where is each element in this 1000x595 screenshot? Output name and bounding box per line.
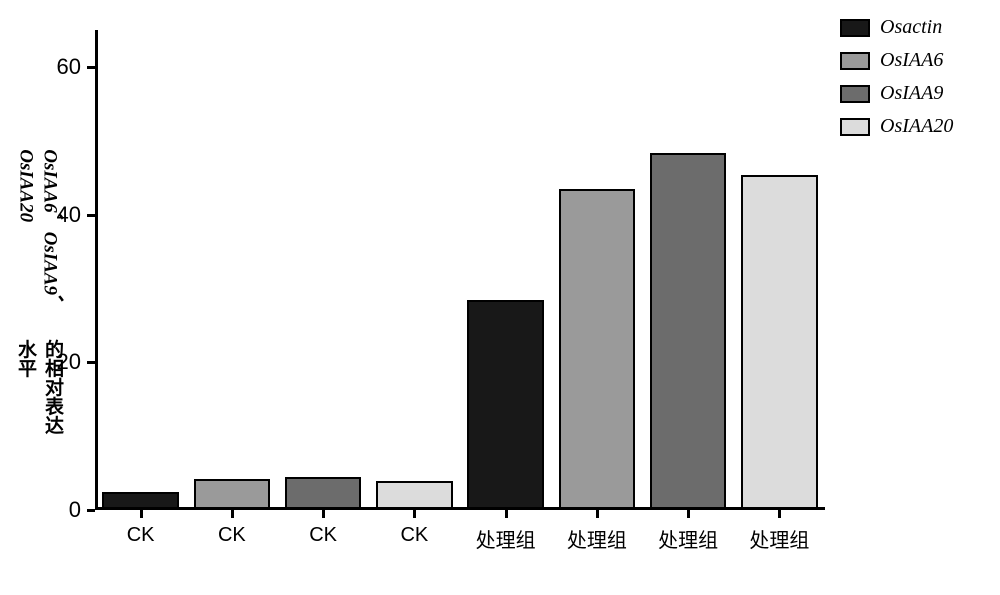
bar	[285, 477, 362, 507]
x-tick	[322, 510, 325, 518]
y-tick	[87, 361, 95, 364]
x-tick	[413, 510, 416, 518]
y-tick	[87, 509, 95, 512]
y-axis-title-text: 的相对表达水平	[12, 339, 66, 446]
y-tick	[87, 214, 95, 217]
x-tick-label: 处理组	[567, 524, 627, 553]
y-axis-title-genes: OsIAA6、OsIAA9、OsIAA20	[15, 149, 64, 340]
legend-item: OsIAA9	[840, 82, 953, 105]
legend-item: OsIAA6	[840, 49, 953, 72]
legend-swatch	[840, 19, 870, 37]
x-tick-label: 处理组	[749, 524, 809, 553]
y-tick-label: 0	[69, 497, 81, 523]
legend-swatch	[840, 118, 870, 136]
legend-item: OsIAA20	[840, 115, 953, 138]
y-tick	[87, 66, 95, 69]
plot-area: 0204060 CKCKCKCK处理组处理组处理组处理组	[95, 30, 825, 510]
legend-label: OsIAA20	[880, 115, 953, 138]
x-tick-label: CK	[127, 524, 155, 547]
legend: Osactin OsIAA6 OsIAA9 OsIAA20	[840, 16, 953, 148]
legend-label: OsIAA9	[880, 82, 943, 105]
x-tick	[687, 510, 690, 518]
y-tick-label: 60	[57, 54, 81, 80]
x-tick-label: 处理组	[658, 524, 718, 553]
bar	[559, 189, 636, 507]
bar-chart: 0204060 CKCKCKCK处理组处理组处理组处理组 OsIAA6、OsIA…	[0, 0, 1000, 595]
x-axis	[95, 507, 825, 510]
x-tick	[231, 510, 234, 518]
legend-item: Osactin	[840, 16, 953, 39]
y-axis	[95, 30, 98, 510]
bar	[741, 175, 818, 507]
bar	[467, 300, 544, 507]
x-tick-label: CK	[309, 524, 337, 547]
legend-label: OsIAA6	[880, 49, 943, 72]
y-axis-title: OsIAA6、OsIAA9、OsIAA20 的相对表达水平	[12, 149, 66, 447]
x-tick-label: CK	[400, 524, 428, 547]
x-tick	[505, 510, 508, 518]
bar	[376, 481, 453, 507]
x-tick	[140, 510, 143, 518]
legend-swatch	[840, 85, 870, 103]
x-tick	[778, 510, 781, 518]
bar	[194, 479, 271, 507]
legend-swatch	[840, 52, 870, 70]
x-tick-label: 处理组	[476, 524, 536, 553]
legend-label: Osactin	[880, 16, 942, 39]
x-tick	[596, 510, 599, 518]
x-tick-label: CK	[218, 524, 246, 547]
bar	[102, 492, 179, 507]
bar	[650, 153, 727, 507]
